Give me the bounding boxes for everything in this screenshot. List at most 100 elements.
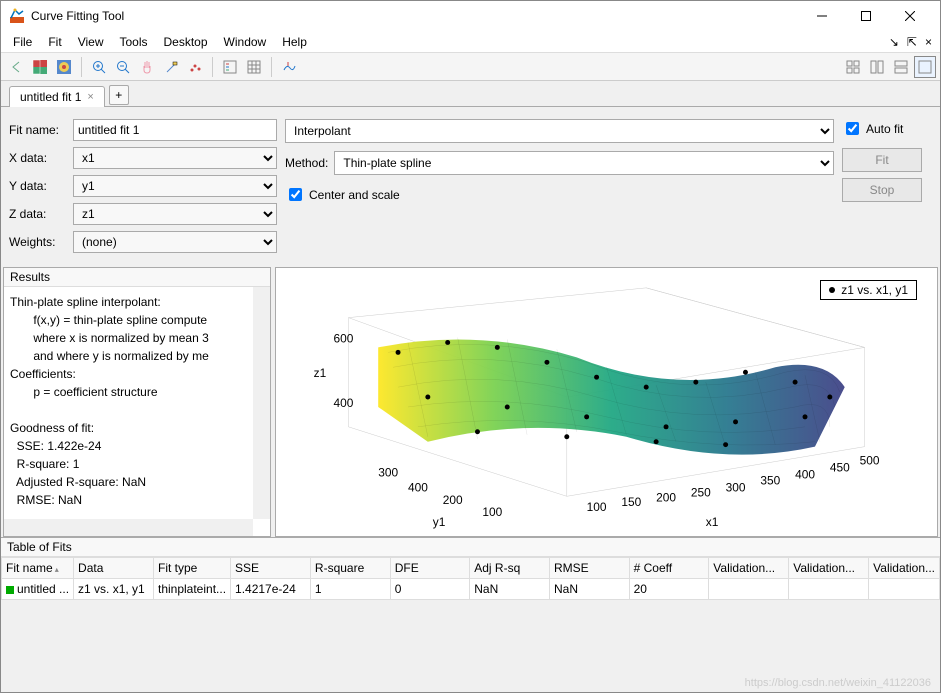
col-data[interactable]: Data xyxy=(74,558,154,579)
menu-file[interactable]: File xyxy=(5,33,40,51)
col-rsquare[interactable]: R-square xyxy=(310,558,390,579)
fitname-input[interactable] xyxy=(73,119,277,141)
svg-text:300: 300 xyxy=(378,465,398,479)
menu-desktop[interactable]: Desktop xyxy=(156,33,216,51)
svg-text:400: 400 xyxy=(795,467,815,481)
xdata-select[interactable]: x1 xyxy=(73,147,277,169)
dock-out-icon[interactable]: ↘ xyxy=(885,33,903,51)
add-tab-button[interactable]: + xyxy=(109,85,129,105)
col-fittype[interactable]: Fit type xyxy=(153,558,230,579)
z-axis-label: z1 xyxy=(314,366,327,380)
menu-fit[interactable]: Fit xyxy=(40,33,69,51)
ydata-select[interactable]: y1 xyxy=(73,175,277,197)
menubar: File Fit View Tools Desktop Window Help … xyxy=(1,31,940,53)
fit-type-panel: Interpolant Method: Thin-plate spline Ce… xyxy=(285,119,834,259)
svg-text:400: 400 xyxy=(408,480,428,494)
layout-4-icon[interactable] xyxy=(914,56,936,78)
zdata-select[interactable]: z1 xyxy=(73,203,277,225)
col-dfe[interactable]: DFE xyxy=(390,558,470,579)
col-adjrsq[interactable]: Adj R-sq xyxy=(470,558,550,579)
dock-in-icon[interactable]: ⇱ xyxy=(903,33,921,51)
menu-window[interactable]: Window xyxy=(216,33,275,51)
weights-label: Weights: xyxy=(9,235,69,249)
col-fitname[interactable]: Fit name xyxy=(2,558,74,579)
y-axis-label: y1 xyxy=(433,515,446,529)
tab-untitled-fit-1[interactable]: untitled fit 1 × xyxy=(9,86,105,107)
stop-button[interactable]: Stop xyxy=(842,178,922,202)
close-dock-icon[interactable]: × xyxy=(921,33,936,51)
autofit-label: Auto fit xyxy=(866,122,903,136)
toolbar xyxy=(1,53,940,81)
col-val2[interactable]: Validation... xyxy=(789,558,869,579)
window-title: Curve Fitting Tool xyxy=(31,9,800,23)
zoom-in-icon[interactable] xyxy=(88,56,110,78)
xdata-label: X data: xyxy=(9,151,69,165)
titlebar: Curve Fitting Tool xyxy=(1,1,940,31)
tabbar: untitled fit 1 × + xyxy=(1,81,940,107)
svg-text:500: 500 xyxy=(860,454,880,468)
plot-legend[interactable]: z1 vs. x1, y1 xyxy=(820,280,917,300)
prev-icon[interactable] xyxy=(5,56,27,78)
svg-text:300: 300 xyxy=(726,480,746,494)
method-select[interactable]: Thin-plate spline xyxy=(334,151,834,175)
fits-table: Fit name Data Fit type SSE R-square DFE … xyxy=(1,557,940,600)
residuals-icon[interactable] xyxy=(278,56,300,78)
surface-icon[interactable] xyxy=(29,56,51,78)
method-label: Method: xyxy=(285,156,328,170)
menu-tools[interactable]: Tools xyxy=(111,33,155,51)
col-ncoeff[interactable]: # Coeff xyxy=(629,558,709,579)
menu-view[interactable]: View xyxy=(70,33,112,51)
results-text: Thin-plate spline interpolant: f(x,y) = … xyxy=(10,293,264,509)
layout-2-icon[interactable] xyxy=(866,56,888,78)
col-val3[interactable]: Validation... xyxy=(869,558,940,579)
col-rmse[interactable]: RMSE xyxy=(549,558,629,579)
layout-1-icon[interactable] xyxy=(842,56,864,78)
svg-text:100: 100 xyxy=(482,505,502,519)
plot-svg: z1 600 400 400 300 200 100 y1 100 150 20… xyxy=(276,268,937,536)
results-scrollbar-horizontal[interactable] xyxy=(4,519,253,536)
center-scale-checkbox[interactable]: Center and scale xyxy=(285,185,834,204)
legend-marker-icon xyxy=(829,287,835,293)
autofit-checkbox[interactable]: Auto fit xyxy=(842,119,932,138)
legend-icon[interactable] xyxy=(219,56,241,78)
col-val1[interactable]: Validation... xyxy=(709,558,789,579)
data-cursor-icon[interactable] xyxy=(160,56,182,78)
fit-button[interactable]: Fit xyxy=(842,148,922,172)
x-axis-label: x1 xyxy=(706,515,719,529)
svg-text:400: 400 xyxy=(334,396,354,410)
fit-actions-panel: Auto fit Fit Stop xyxy=(842,119,932,259)
table-row[interactable]: untitled ... z1 vs. x1, y1 thinplateint.… xyxy=(2,579,940,600)
center-scale-label: Center and scale xyxy=(309,188,400,202)
weights-select[interactable]: (none) xyxy=(73,231,277,253)
maximize-button[interactable] xyxy=(844,1,888,31)
close-button[interactable] xyxy=(888,1,932,31)
fit-type-select[interactable]: Interpolant xyxy=(285,119,834,143)
menu-help[interactable]: Help xyxy=(274,33,315,51)
app-icon xyxy=(9,8,25,24)
exclude-icon[interactable] xyxy=(184,56,206,78)
legend-text: z1 vs. x1, y1 xyxy=(841,283,908,297)
results-body: Thin-plate spline interpolant: f(x,y) = … xyxy=(4,287,270,536)
autofit-input[interactable] xyxy=(846,122,859,135)
fit-status-icon xyxy=(6,586,14,594)
tab-close-icon[interactable]: × xyxy=(87,91,93,103)
svg-text:350: 350 xyxy=(760,473,780,487)
watermark: https://blog.csdn.net/weixin_41122036 xyxy=(745,677,931,689)
table-of-fits-panel: Table of Fits Fit name Data Fit type SSE… xyxy=(1,537,940,600)
results-scrollbar-vertical[interactable] xyxy=(253,287,270,519)
svg-text:250: 250 xyxy=(691,485,711,499)
svg-text:600: 600 xyxy=(334,331,354,345)
col-sse[interactable]: SSE xyxy=(231,558,311,579)
grid-icon[interactable] xyxy=(243,56,265,78)
zoom-out-icon[interactable] xyxy=(112,56,134,78)
minimize-button[interactable] xyxy=(800,1,844,31)
surface-plot[interactable]: z1 vs. x1, y1 xyxy=(275,267,938,537)
table-of-fits-title: Table of Fits xyxy=(1,538,940,557)
center-scale-input[interactable] xyxy=(289,188,302,201)
results-title: Results xyxy=(4,268,270,287)
pan-icon[interactable] xyxy=(136,56,158,78)
contour-icon[interactable] xyxy=(53,56,75,78)
zdata-label: Z data: xyxy=(9,207,69,221)
svg-text:100: 100 xyxy=(587,500,607,514)
layout-3-icon[interactable] xyxy=(890,56,912,78)
